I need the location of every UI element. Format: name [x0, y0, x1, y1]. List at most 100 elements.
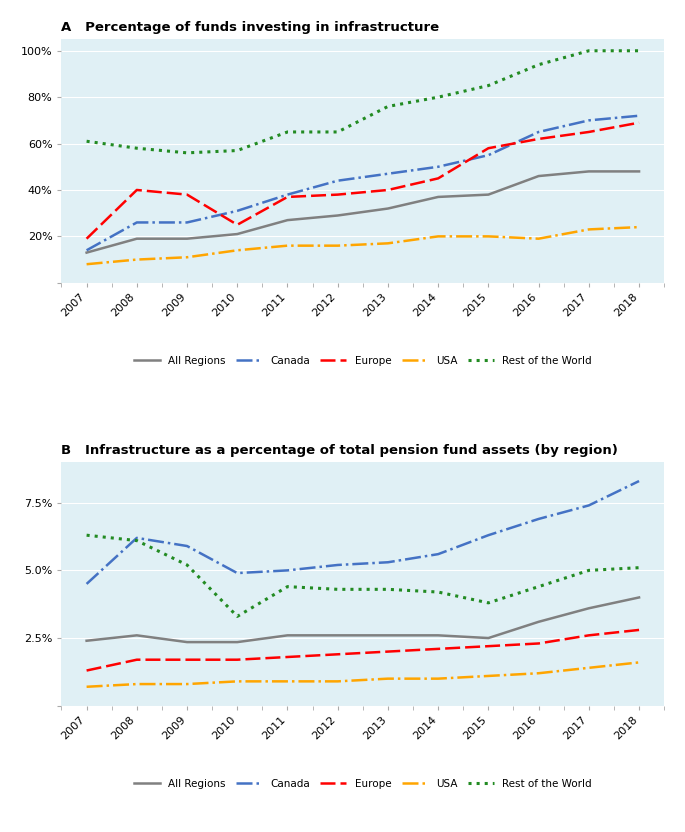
- Europe: [334, 190, 342, 200]
- Rest of the World: [233, 612, 241, 622]
- Line: Rest of the World: Rest of the World: [86, 51, 639, 153]
- USA: [334, 676, 342, 686]
- Line: All Regions: All Regions: [86, 597, 639, 642]
- Canada: [635, 476, 643, 486]
- Line: Europe: Europe: [86, 122, 639, 239]
- All Regions: [534, 617, 543, 626]
- Canada: [284, 566, 292, 576]
- USA: [284, 240, 292, 250]
- Canada: [635, 111, 643, 121]
- All Regions: [534, 171, 543, 181]
- Canada: [534, 127, 543, 137]
- USA: [534, 234, 543, 244]
- Canada: [183, 217, 191, 227]
- Rest of the World: [534, 582, 543, 592]
- Rest of the World: [434, 92, 443, 102]
- Line: USA: USA: [86, 227, 639, 265]
- Europe: [635, 625, 643, 635]
- Canada: [133, 217, 141, 227]
- Rest of the World: [635, 46, 643, 56]
- Europe: [233, 655, 241, 665]
- Europe: [384, 185, 392, 195]
- All Regions: [384, 631, 392, 641]
- Rest of the World: [484, 598, 493, 608]
- Canada: [434, 549, 443, 559]
- Europe: [635, 117, 643, 127]
- Europe: [233, 220, 241, 230]
- Canada: [334, 176, 342, 186]
- Europe: [133, 655, 141, 665]
- Canada: [484, 530, 493, 540]
- Text: B   Infrastructure as a percentage of total pension fund assets (by region): B Infrastructure as a percentage of tota…: [62, 443, 619, 457]
- Canada: [284, 190, 292, 200]
- All Regions: [434, 192, 443, 202]
- Europe: [534, 134, 543, 144]
- All Regions: [284, 631, 292, 641]
- Canada: [484, 151, 493, 161]
- All Regions: [334, 631, 342, 641]
- Europe: [133, 185, 141, 195]
- Europe: [82, 666, 90, 676]
- Europe: [534, 638, 543, 648]
- Rest of the World: [183, 148, 191, 158]
- All Regions: [585, 603, 593, 613]
- All Regions: [133, 234, 141, 244]
- Rest of the World: [82, 530, 90, 540]
- USA: [484, 231, 493, 241]
- All Regions: [183, 234, 191, 244]
- Line: All Regions: All Regions: [86, 171, 639, 253]
- USA: [233, 245, 241, 255]
- USA: [183, 679, 191, 689]
- Europe: [183, 655, 191, 665]
- USA: [434, 231, 443, 241]
- All Regions: [82, 636, 90, 646]
- Rest of the World: [334, 127, 342, 137]
- USA: [434, 674, 443, 684]
- All Regions: [183, 637, 191, 647]
- Rest of the World: [384, 102, 392, 111]
- USA: [635, 222, 643, 232]
- All Regions: [233, 229, 241, 239]
- Rest of the World: [484, 81, 493, 91]
- USA: [82, 260, 90, 270]
- All Regions: [384, 204, 392, 214]
- Rest of the World: [183, 560, 191, 570]
- Canada: [82, 579, 90, 589]
- Canada: [434, 161, 443, 171]
- All Regions: [635, 592, 643, 602]
- Rest of the World: [284, 582, 292, 592]
- Rest of the World: [585, 566, 593, 576]
- Rest of the World: [284, 127, 292, 137]
- Europe: [434, 644, 443, 654]
- All Regions: [284, 215, 292, 225]
- Canada: [384, 169, 392, 179]
- Canada: [233, 568, 241, 578]
- Rest of the World: [133, 536, 141, 546]
- Canada: [133, 533, 141, 543]
- All Regions: [585, 166, 593, 176]
- Canada: [534, 514, 543, 524]
- USA: [585, 225, 593, 235]
- All Regions: [434, 631, 443, 641]
- USA: [133, 255, 141, 265]
- Line: Rest of the World: Rest of the World: [86, 535, 639, 617]
- Rest of the World: [434, 587, 443, 597]
- Europe: [82, 234, 90, 244]
- Europe: [384, 646, 392, 656]
- Canada: [233, 206, 241, 215]
- Europe: [183, 190, 191, 200]
- Line: Canada: Canada: [86, 481, 639, 584]
- All Regions: [484, 190, 493, 200]
- Europe: [484, 143, 493, 153]
- Canada: [384, 557, 392, 567]
- Rest of the World: [133, 143, 141, 153]
- All Regions: [484, 633, 493, 643]
- USA: [635, 657, 643, 667]
- All Regions: [635, 166, 643, 176]
- Line: Canada: Canada: [86, 116, 639, 250]
- Rest of the World: [233, 146, 241, 156]
- USA: [484, 671, 493, 681]
- Europe: [585, 127, 593, 137]
- USA: [183, 252, 191, 262]
- Line: USA: USA: [86, 662, 639, 686]
